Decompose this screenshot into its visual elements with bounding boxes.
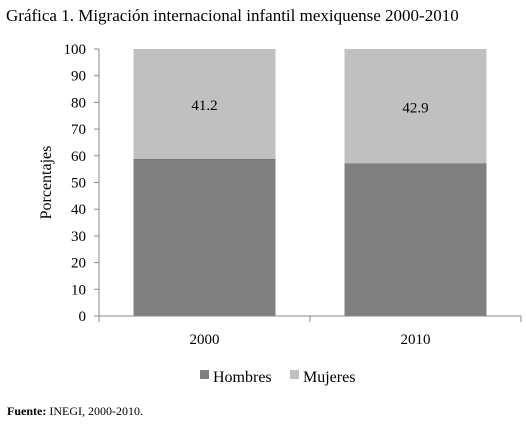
chart-title: Gráfica 1. Migración internacional infan… xyxy=(6,6,459,25)
y-tick-label-100: 100 xyxy=(64,42,87,58)
bar-mujeres-2000 xyxy=(133,49,276,160)
legend-swatch-mujeres xyxy=(290,370,299,379)
y-tick-label-70: 70 xyxy=(71,122,86,138)
bar-hombres-2000 xyxy=(133,159,276,316)
y-tick-label-90: 90 xyxy=(71,69,86,85)
legend-label-mujeres: Mujeres xyxy=(303,369,355,386)
y-tick-label-0: 0 xyxy=(79,309,87,325)
y-tick-label-60: 60 xyxy=(71,149,86,165)
y-axis-label: Porcentajes xyxy=(38,146,55,220)
data-label-2010: 42.9 xyxy=(402,100,428,116)
y-tick-label-50: 50 xyxy=(71,176,86,192)
y-tick-label-10: 10 xyxy=(71,282,86,298)
y-tick-label-40: 40 xyxy=(71,202,86,218)
bar-hombres-2010 xyxy=(344,163,487,316)
y-tick-label-30: 30 xyxy=(71,229,86,245)
bar-mujeres-2010 xyxy=(344,49,487,164)
source-label: Fuente: xyxy=(7,404,47,418)
x-tick-label-2010: 2010 xyxy=(401,332,431,348)
data-label-2000: 41.2 xyxy=(191,98,217,114)
source-note: Fuente: INEGI, 2000-2010. xyxy=(7,404,143,419)
legend-label-hombres: Hombres xyxy=(213,369,272,386)
x-tick-label-2000: 2000 xyxy=(190,332,220,348)
source-text: INEGI, 2000-2010. xyxy=(49,404,143,418)
legend-swatch-hombres xyxy=(200,370,209,379)
y-tick-label-80: 80 xyxy=(71,95,86,111)
y-tick-label-20: 20 xyxy=(71,256,86,272)
